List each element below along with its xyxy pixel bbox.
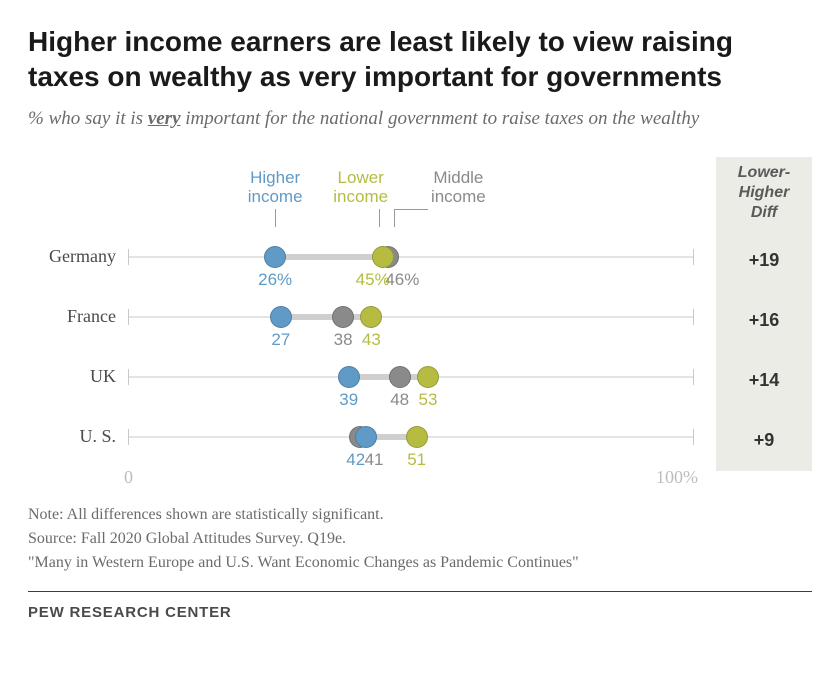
subtitle-post: important for the national government to… (181, 108, 700, 129)
chart-subtitle: % who say it is very important for the n… (28, 106, 812, 133)
dot-lower (372, 246, 394, 268)
dot-higher (355, 426, 377, 448)
diff-column: Lower-HigherDiff +19+16+14+9 (716, 157, 812, 471)
dot-higher (338, 366, 360, 388)
dot-lower (360, 306, 382, 328)
scale-max: 100% (656, 467, 698, 488)
subtitle-pre: % who say it is (28, 108, 148, 129)
dot-lower (406, 426, 428, 448)
note-line: Note: All differences shown are statisti… (28, 503, 812, 527)
dot-middle (389, 366, 411, 388)
legend-pointer (275, 209, 276, 227)
brand-label: PEW RESEARCH CENTER (28, 604, 812, 621)
legend-pointer (394, 209, 428, 210)
chart-title: Higher income earners are least likely t… (28, 24, 812, 94)
row-track: 274338 (128, 287, 694, 347)
divider (28, 591, 812, 592)
diff-header: Lower-HigherDiff (716, 157, 812, 231)
country-row: France274338 (28, 287, 694, 347)
legend-track: Higherincome Lowerincome Middleincome (128, 157, 694, 227)
diff-value: +19 (716, 231, 812, 291)
scale-min: 0 (124, 467, 133, 488)
row-track: 425141 (128, 407, 694, 467)
scale-row: 0 100% (28, 467, 694, 495)
scale-spacer (28, 467, 128, 495)
subtitle-em: very (148, 108, 181, 129)
dot-higher (264, 246, 286, 268)
diff-value: +16 (716, 291, 812, 351)
country-label: France (28, 306, 128, 327)
chart-area: Higherincome Lowerincome Middleincome Germ… (28, 157, 812, 495)
legend-pointer (394, 209, 395, 227)
country-label: U. S. (28, 426, 128, 447)
dot-lower (417, 366, 439, 388)
country-row: U. S.425141 (28, 407, 694, 467)
country-row: UK395348 (28, 347, 694, 407)
row-track: 395348 (128, 347, 694, 407)
row-track: 26%45%46% (128, 227, 694, 287)
source-line: Source: Fall 2020 Global Attitudes Surve… (28, 527, 812, 551)
diff-value: +9 (716, 411, 812, 471)
country-label: UK (28, 366, 128, 387)
legend-spacer (28, 157, 128, 227)
legend-middle: Middleincome (431, 168, 486, 207)
chart-plot: Higherincome Lowerincome Middleincome Germ… (28, 157, 702, 495)
legend-higher: Higherincome (248, 168, 303, 207)
legend-lower: Lowerincome (333, 168, 388, 207)
diff-value: +14 (716, 351, 812, 411)
legend-pointer (379, 209, 380, 227)
footnotes: Note: All differences shown are statisti… (28, 503, 812, 575)
country-row: Germany26%45%46% (28, 227, 694, 287)
legend-row: Higherincome Lowerincome Middleincome (28, 157, 694, 227)
dot-middle (332, 306, 354, 328)
dot-higher (270, 306, 292, 328)
scale-track: 0 100% (128, 467, 694, 495)
country-label: Germany (28, 246, 128, 267)
report-line: "Many in Western Europe and U.S. Want Ec… (28, 551, 812, 575)
